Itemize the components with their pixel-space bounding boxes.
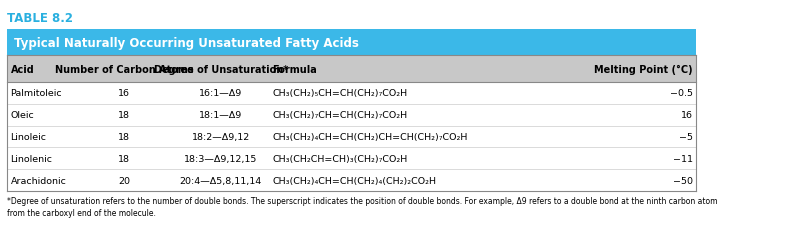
Text: TABLE 8.2: TABLE 8.2 — [7, 12, 73, 25]
Text: Degree of Unsaturation*: Degree of Unsaturation* — [154, 64, 288, 74]
Text: Typical Naturally Occurring Unsaturated Fatty Acids: Typical Naturally Occurring Unsaturated … — [14, 36, 359, 49]
Text: CH₃(CH₂)₅CH=CH(CH₂)₇CO₂H: CH₃(CH₂)₅CH=CH(CH₂)₇CO₂H — [272, 89, 407, 98]
FancyBboxPatch shape — [7, 126, 696, 148]
Text: 18:3—Δ9,12,15: 18:3—Δ9,12,15 — [184, 154, 258, 163]
Text: Formula: Formula — [272, 64, 317, 74]
Text: Number of Carbon Atoms: Number of Carbon Atoms — [55, 64, 194, 74]
Text: 20: 20 — [118, 176, 130, 185]
Text: 18: 18 — [118, 132, 130, 141]
Text: 16: 16 — [118, 89, 130, 98]
Text: Linoleic: Linoleic — [10, 132, 46, 141]
Text: CH₃(CH₂CH=CH)₃(CH₂)₇CO₂H: CH₃(CH₂CH=CH)₃(CH₂)₇CO₂H — [272, 154, 408, 163]
Text: *Degree of unsaturation refers to the number of double bonds. The superscript in: *Degree of unsaturation refers to the nu… — [7, 196, 718, 205]
Text: 18:2—Δ9,12: 18:2—Δ9,12 — [191, 132, 250, 141]
Text: Linolenic: Linolenic — [10, 154, 53, 163]
FancyBboxPatch shape — [7, 30, 696, 56]
FancyBboxPatch shape — [7, 56, 696, 82]
Text: CH₃(CH₂)₄CH=CH(CH₂)₄(CH₂)₂CO₂H: CH₃(CH₂)₄CH=CH(CH₂)₄(CH₂)₂CO₂H — [272, 176, 436, 185]
Text: −50: −50 — [673, 176, 693, 185]
Text: Melting Point (°C): Melting Point (°C) — [594, 64, 693, 74]
Text: 20:4—Δ5,8,11,14: 20:4—Δ5,8,11,14 — [179, 176, 262, 185]
FancyBboxPatch shape — [7, 169, 696, 191]
Text: −0.5: −0.5 — [670, 89, 693, 98]
Text: 18: 18 — [118, 111, 130, 120]
FancyBboxPatch shape — [7, 104, 696, 126]
Text: Arachidonic: Arachidonic — [10, 176, 66, 185]
FancyBboxPatch shape — [7, 148, 696, 169]
Text: −11: −11 — [673, 154, 693, 163]
Text: Palmitoleic: Palmitoleic — [10, 89, 62, 98]
Text: 18: 18 — [118, 154, 130, 163]
Text: −5: −5 — [679, 132, 693, 141]
FancyBboxPatch shape — [7, 82, 696, 104]
Text: 16:1—Δ9: 16:1—Δ9 — [199, 89, 242, 98]
Text: from the carboxyl end of the molecule.: from the carboxyl end of the molecule. — [7, 208, 156, 217]
Text: CH₃(CH₂)₇CH=CH(CH₂)₇CO₂H: CH₃(CH₂)₇CH=CH(CH₂)₇CO₂H — [272, 111, 407, 120]
Text: Acid: Acid — [10, 64, 34, 74]
Text: 16: 16 — [681, 111, 693, 120]
Text: Oleic: Oleic — [10, 111, 34, 120]
Text: 18:1—Δ9: 18:1—Δ9 — [199, 111, 242, 120]
Text: CH₃(CH₂)₄CH=CH(CH₂)CH=CH(CH₂)₇CO₂H: CH₃(CH₂)₄CH=CH(CH₂)CH=CH(CH₂)₇CO₂H — [272, 132, 468, 141]
